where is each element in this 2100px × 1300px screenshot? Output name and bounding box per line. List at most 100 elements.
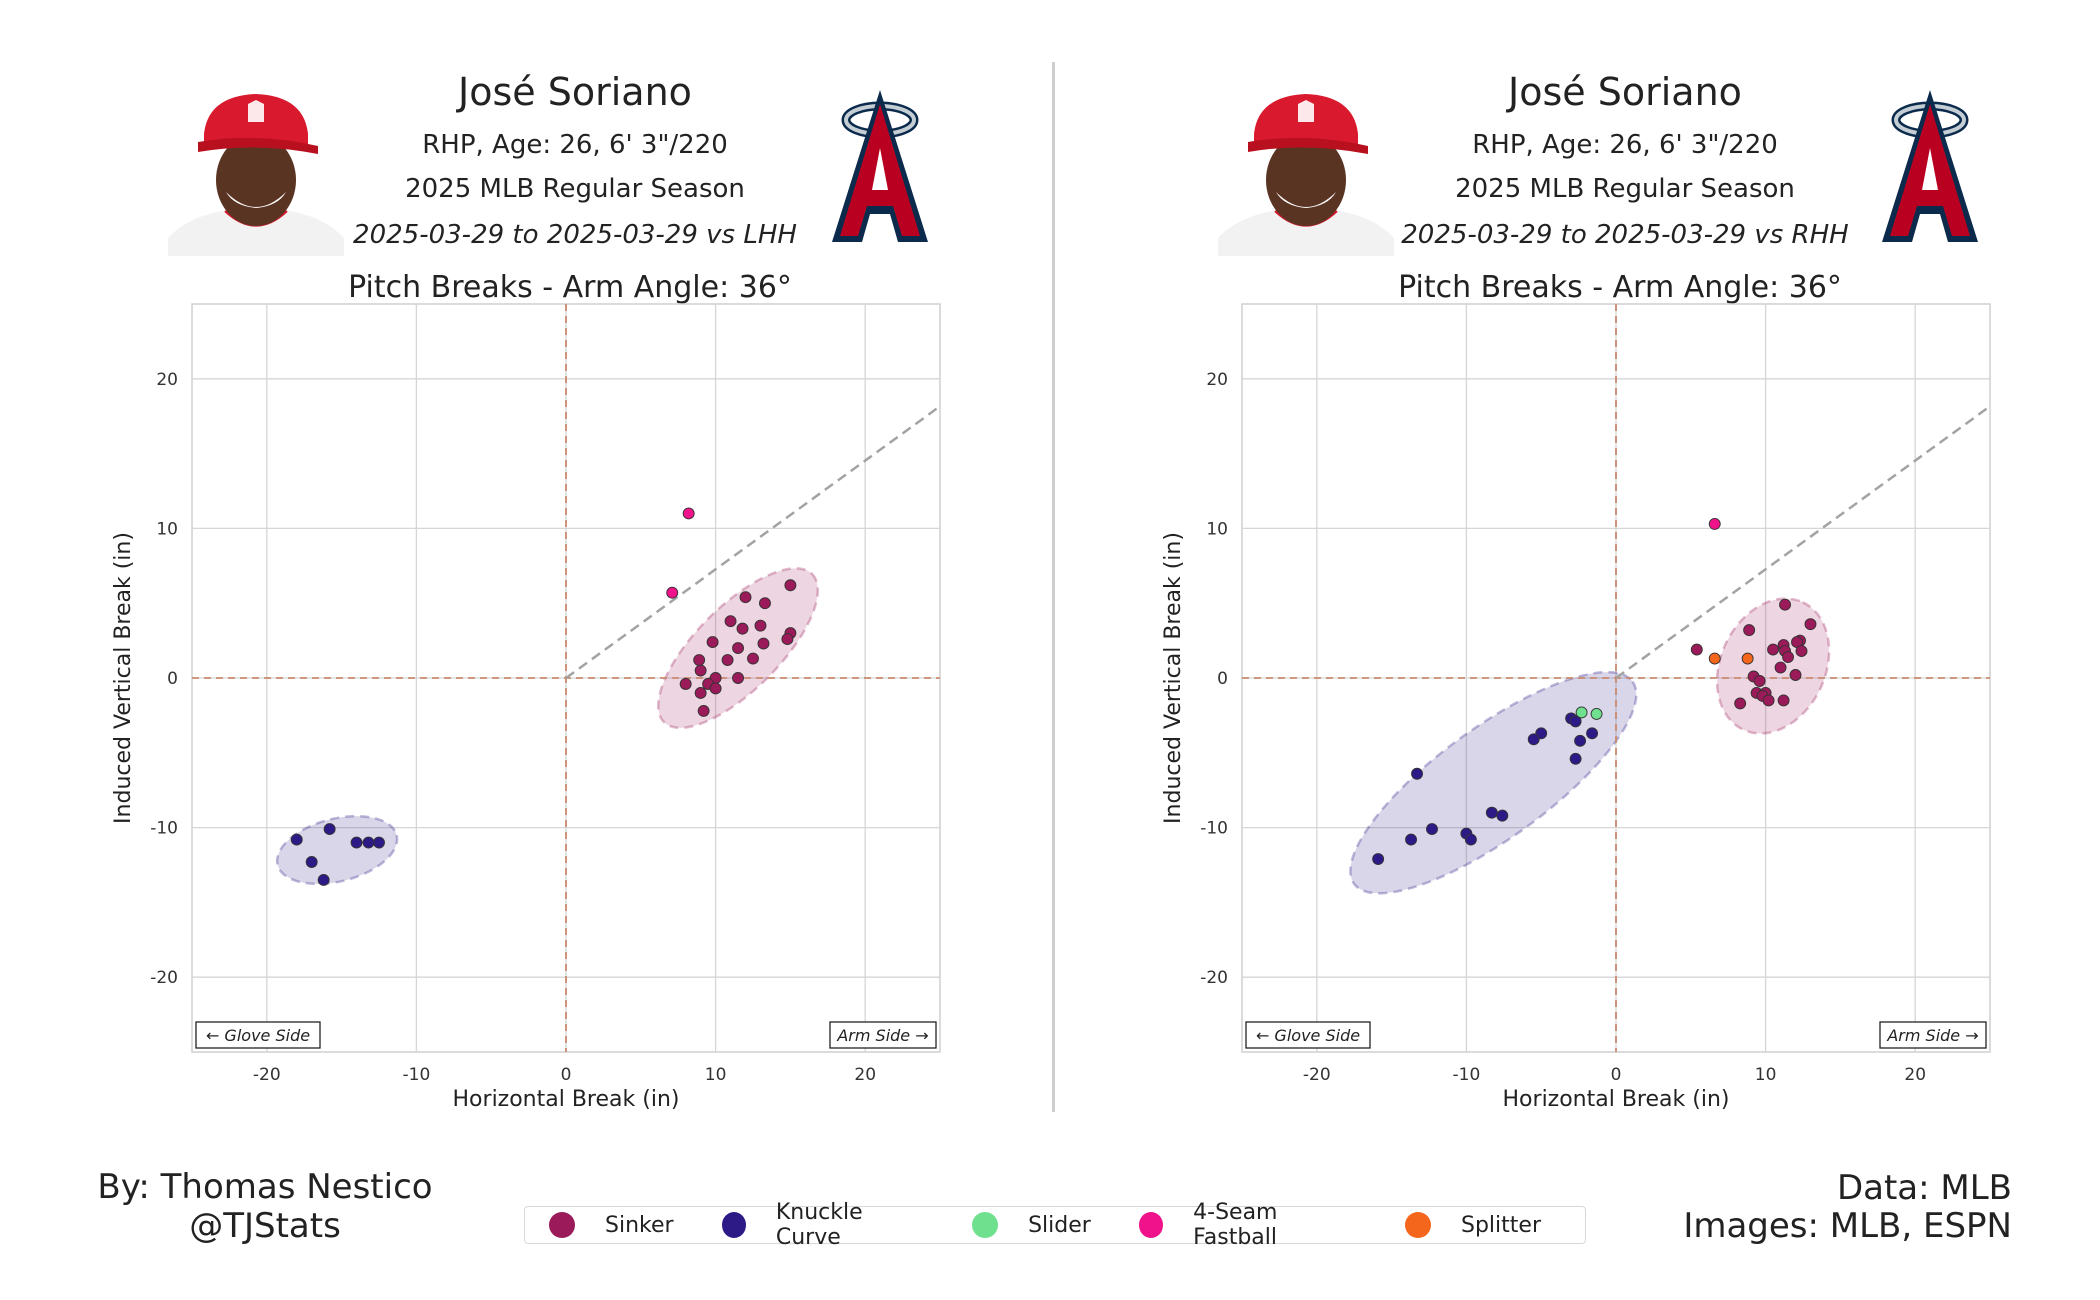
legend-label: Slider xyxy=(1028,1212,1091,1238)
arm-side-label: Arm Side → xyxy=(829,1021,937,1049)
knuckle-curve-point xyxy=(1574,734,1587,747)
splitter-point xyxy=(1741,652,1754,665)
sinker-point xyxy=(1734,697,1747,710)
sinker-point xyxy=(747,652,759,665)
credit-author: By: Thomas Nestico xyxy=(97,1167,433,1207)
sinker-point xyxy=(1767,643,1780,656)
knuckle-curve-point xyxy=(317,874,330,886)
team-logo xyxy=(832,90,928,242)
legend-label: 4-Seam Fastball xyxy=(1193,1200,1278,1250)
pitcher-name: José Soriano xyxy=(458,70,692,114)
knuckle-curve-point xyxy=(1586,727,1599,740)
credit-data-source: Data: MLB xyxy=(1836,1168,2012,1208)
sinker-point xyxy=(1795,645,1808,658)
knuckle-curve-point xyxy=(362,836,375,849)
sinker-point xyxy=(1779,598,1791,611)
pitcher-headshot xyxy=(168,88,344,256)
sinker-point xyxy=(1804,618,1817,631)
glove-side-label: ← Glove Side xyxy=(195,1021,321,1049)
sinker-point xyxy=(759,597,771,610)
credit-handle: @TJStats xyxy=(189,1206,341,1246)
knuckle-curve-ellipse xyxy=(1349,670,1638,895)
knuckle-curve-point xyxy=(1569,715,1582,728)
x-axis-label: Horizontal Break (in) xyxy=(1503,1087,1730,1112)
x-tick-label: -20 xyxy=(1303,1065,1331,1085)
sinker-point xyxy=(732,672,744,684)
legend-marker-sinker xyxy=(549,1212,575,1238)
y-tick-label: 0 xyxy=(1217,669,1228,689)
x-tick-label: 10 xyxy=(705,1065,727,1085)
arm-side-label: Arm Side → xyxy=(1879,1021,1987,1049)
sinker-point xyxy=(784,579,797,592)
sinker-point xyxy=(754,619,767,632)
legend-marker-slider xyxy=(972,1212,999,1238)
pitch-break-plot-lhh: -20 -10 0 10 20 -20 -10 0 10 20 Horizontal Break (… xyxy=(111,303,941,1112)
pitcher-bio: RHP, Age: 26, 6' 3"/220 xyxy=(1472,130,1778,160)
arm-side-box xyxy=(829,1021,937,1049)
legend-marker-knuckle-curve xyxy=(721,1212,746,1238)
pitcher-headshot xyxy=(1218,88,1394,256)
season-label: 2025 MLB Regular Season xyxy=(405,174,745,204)
date-range-split: 2025-03-29 to 2025-03-29 vs RHH xyxy=(1401,220,1849,250)
glove-side-label: ← Glove Side xyxy=(1245,1021,1371,1049)
knuckle-curve-point xyxy=(1411,767,1423,780)
sinker-point xyxy=(709,682,722,695)
plot-title: Pitch Breaks - Arm Angle: 36° xyxy=(1398,270,1842,305)
x-tick-label: 20 xyxy=(854,1065,876,1085)
sinker-point xyxy=(1774,661,1787,674)
slider-point xyxy=(1590,707,1603,720)
x-tick-label: -20 xyxy=(253,1065,281,1085)
legend-marker-4-seam-fastball xyxy=(1138,1212,1164,1238)
knuckle-curve-point xyxy=(1569,752,1582,765)
sinker-point xyxy=(721,654,734,666)
legend-item-slider: Slider xyxy=(958,1212,1091,1238)
plot-title: Pitch Breaks - Arm Angle: 36° xyxy=(348,270,792,305)
knuckle-curve-point xyxy=(1496,809,1509,822)
y-tick-label: 10 xyxy=(156,519,178,539)
knuckle-curve-point xyxy=(1485,806,1498,819)
pitch-type-legend: Sinker Knuckle Curve Slider 4-Seam Fastball… xyxy=(524,1200,1586,1250)
4-seam-fastball-point xyxy=(1708,517,1721,530)
sinker-point xyxy=(706,636,719,649)
x-axis-label: Horizontal Break (in) xyxy=(453,1087,680,1112)
y-tick-label: -20 xyxy=(1200,968,1228,988)
sinker-point xyxy=(694,664,707,677)
glove-side-text: ← Glove Side xyxy=(206,1026,310,1045)
season-label: 2025 MLB Regular Season xyxy=(1455,174,1795,204)
sinker-point xyxy=(1753,675,1766,687)
knuckle-curve-point xyxy=(1464,833,1477,846)
slider-point xyxy=(1575,706,1588,719)
y-tick-label: -20 xyxy=(150,968,178,988)
pitcher-bio: RHP, Age: 26, 6' 3"/220 xyxy=(422,130,728,160)
sinker-point xyxy=(693,654,706,666)
glove-side-box xyxy=(1245,1021,1371,1049)
sinker-point xyxy=(757,637,770,650)
y-tick-label: -10 xyxy=(150,819,178,839)
sinker-point xyxy=(781,633,794,646)
panel-vs-lhh: José Soriano RHP, Age: 26, 6' 3"/220 202… xyxy=(0,0,1040,1140)
credit-image-source: Images: MLB, ESPN xyxy=(1683,1206,2012,1246)
arm-angle-line xyxy=(565,405,940,680)
legend-label: Sinker xyxy=(605,1212,674,1238)
sinker-point xyxy=(694,687,707,699)
y-tick-label: 20 xyxy=(1206,370,1228,390)
arm-side-text: Arm Side → xyxy=(836,1026,928,1045)
legend-item-splitter: Splitter xyxy=(1391,1212,1541,1238)
team-logo xyxy=(1882,90,1978,242)
pitch-break-plot-rhh: -20 -10 0 10 20 -20 -10 0 10 20 Horizontal Break (… xyxy=(1161,303,1991,1112)
sinker-point xyxy=(1743,624,1756,637)
x-tick-label: 0 xyxy=(1611,1065,1622,1085)
sinker-point xyxy=(1789,669,1802,681)
x-tick-label: 20 xyxy=(1904,1065,1926,1085)
x-tick-label: -10 xyxy=(403,1065,431,1085)
legend-label: Splitter xyxy=(1461,1212,1541,1238)
x-tick-label: 10 xyxy=(1755,1065,1777,1085)
knuckle-curve-point xyxy=(1405,833,1417,846)
y-tick-label: 20 xyxy=(156,370,178,390)
arm-side-box xyxy=(1879,1021,1987,1049)
knuckle-curve-point xyxy=(373,836,385,849)
sinker-point xyxy=(1690,643,1703,656)
legend-label: Knuckle Curve xyxy=(775,1200,863,1250)
y-axis-label: Induced Vertical Break (in) xyxy=(1161,532,1186,824)
legend-item-4-seam-fastball: 4-Seam Fastball xyxy=(1125,1200,1357,1250)
